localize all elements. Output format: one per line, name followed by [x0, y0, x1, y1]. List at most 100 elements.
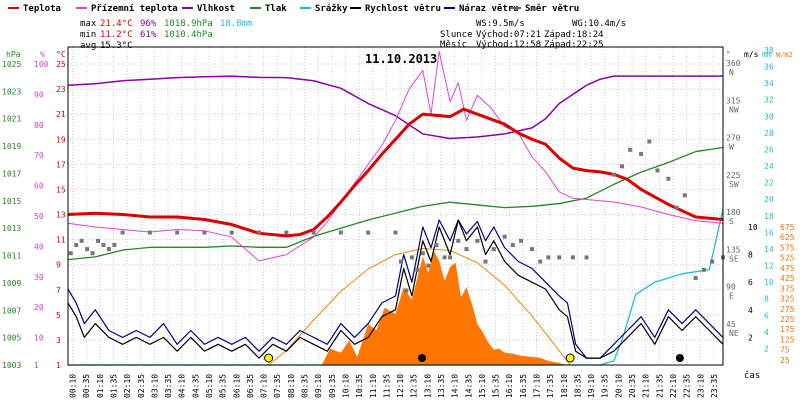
direction-tick-label-0: NE	[729, 329, 739, 338]
x-tick-12: 06:10	[232, 374, 241, 398]
solar-tick-2: 125	[780, 335, 795, 344]
x-tick-9: 04:35	[191, 374, 200, 398]
x-tick-16: 08:10	[287, 374, 296, 398]
rain-tick-16: 34	[764, 79, 774, 88]
solar-tick-1: 75	[780, 346, 790, 355]
temperature-tick-0: 1	[56, 361, 61, 370]
legend-label-7: Směr větru	[525, 3, 579, 14]
wind-direction-point-16	[311, 230, 316, 235]
wind-direction-point-3	[85, 247, 90, 252]
rain-tick-1: 4	[764, 328, 769, 337]
x-tick-25: 12:35	[410, 374, 419, 398]
wind-direction-point-2	[79, 238, 84, 243]
wind-direction-point-21	[404, 288, 409, 293]
humidity-tick-3: 30	[34, 273, 44, 282]
x-tick-41: 20:35	[628, 374, 637, 398]
x-tick-7: 03:35	[164, 374, 173, 398]
wind-direction-point-26	[434, 242, 439, 247]
x-tick-4: 02:10	[123, 374, 132, 398]
temperature-line	[67, 107, 724, 238]
wind-direction-point-43	[611, 172, 616, 177]
stats-min-label: min	[80, 30, 96, 40]
x-tick-30: 15:10	[478, 374, 487, 398]
wind-direction-point-37	[529, 247, 534, 252]
wind-direction-point-6	[101, 242, 106, 247]
x-tick-42: 21:10	[642, 374, 651, 398]
legend-label-0: Teplota	[23, 4, 61, 14]
wind-tick-3: 8	[748, 251, 753, 260]
stats-max-hum: 96%	[140, 19, 157, 29]
legend-label-5: Rychlost větru	[365, 3, 441, 14]
temperature-tick-10: 21	[56, 110, 66, 119]
pressure-tick-0: 1003	[2, 361, 21, 370]
rain-tick-9: 20	[764, 195, 774, 204]
wind-direction-point-5	[96, 238, 101, 243]
legend-label-1: Přízemní teplota	[91, 4, 178, 14]
direction-tick-6: 315	[726, 96, 741, 105]
info-moon-rise: Východ:12:58	[476, 40, 541, 50]
rain-tick-11: 24	[764, 162, 774, 171]
stats-min-hum: 61%	[140, 30, 157, 40]
solar-tick-12: 625	[780, 233, 795, 242]
solar-tick-4: 225	[780, 315, 795, 324]
temperature-tick-8: 17	[56, 160, 66, 169]
ground-temperature-line	[67, 50, 724, 262]
wind-direction-point-15	[284, 230, 289, 235]
temperature-tick-1: 3	[56, 336, 61, 345]
direction-tick-label-2: SE	[729, 254, 739, 263]
pressure-tick-11: 1025	[2, 60, 21, 69]
x-tick-35: 17:35	[546, 374, 555, 398]
wind-direction-point-39	[546, 255, 551, 260]
left-axes: hPa1003100510071009101110131015101710191…	[2, 50, 66, 370]
stats-avg-temp: 15.3°C	[100, 41, 133, 51]
solar-radiation-layer	[268, 247, 571, 366]
x-tick-36: 18:10	[560, 374, 569, 398]
direction-tick-label-3: S	[729, 217, 734, 226]
wind-tick-0: 2	[748, 333, 753, 342]
info-sun-set: Západ:18:24	[544, 30, 604, 40]
x-tick-2: 01:10	[96, 374, 105, 398]
humidity-tick-8: 80	[34, 121, 44, 130]
humidity-tick-6: 60	[34, 182, 44, 191]
pressure-tick-6: 1015	[2, 197, 21, 206]
x-tick-20: 10:10	[341, 374, 350, 398]
rain-tick-8: 18	[764, 212, 774, 221]
legend-label-4: Srážky	[315, 4, 348, 14]
x-tick-1: 00:35	[82, 374, 91, 398]
rain-tick-17: 36	[764, 63, 774, 72]
wind-direction-point-35	[510, 242, 515, 247]
pressure-tick-5: 1013	[2, 224, 21, 233]
x-tick-46: 23:10	[696, 374, 705, 398]
pressure-tick-4: 1011	[2, 252, 21, 261]
wind-direction-point-30	[464, 247, 469, 252]
stats-rain: 18.8mm	[220, 19, 253, 29]
humidity-axis-unit: %	[40, 50, 45, 59]
wind-direction-point-7	[106, 247, 111, 252]
stats-max-temp: 21.4°C	[100, 19, 133, 29]
wind-direction-point-52	[693, 276, 698, 281]
wind-direction-point-44	[620, 164, 625, 169]
wind-direction-point-34	[502, 234, 507, 239]
x-tick-31: 15:35	[492, 374, 501, 398]
rain-tick-3: 8	[764, 295, 769, 304]
wind-direction-point-45	[628, 147, 633, 152]
rain-tick-12: 26	[764, 145, 774, 154]
legend: Teplota Přízemní teplota Vlhkost Tlak Srážky…	[8, 3, 579, 14]
temperature-tick-2: 5	[56, 311, 61, 320]
wind-direction-point-8	[112, 242, 117, 247]
direction-tick-label-1: E	[729, 292, 734, 301]
x-tick-0: 00:10	[69, 374, 78, 398]
wind-direction-point-38	[538, 259, 543, 264]
stats-min-temp: 11.2°C	[100, 30, 133, 40]
pressure-tick-7: 1017	[2, 169, 21, 178]
wind-direction-point-23	[415, 267, 420, 272]
x-tick-6: 03:10	[150, 374, 159, 398]
stats-max-press: 1018.9hPa	[164, 19, 213, 29]
x-tick-5: 02:35	[137, 374, 146, 398]
info-moon-label: Měsíc	[440, 40, 467, 50]
wind-direction-point-10	[147, 230, 152, 235]
legend-label-2: Vlhkost	[197, 4, 235, 14]
legend-label-6: Náraz větru	[459, 3, 519, 14]
wind-direction-point-9	[120, 230, 125, 235]
x-tick-14: 07:10	[260, 374, 269, 398]
